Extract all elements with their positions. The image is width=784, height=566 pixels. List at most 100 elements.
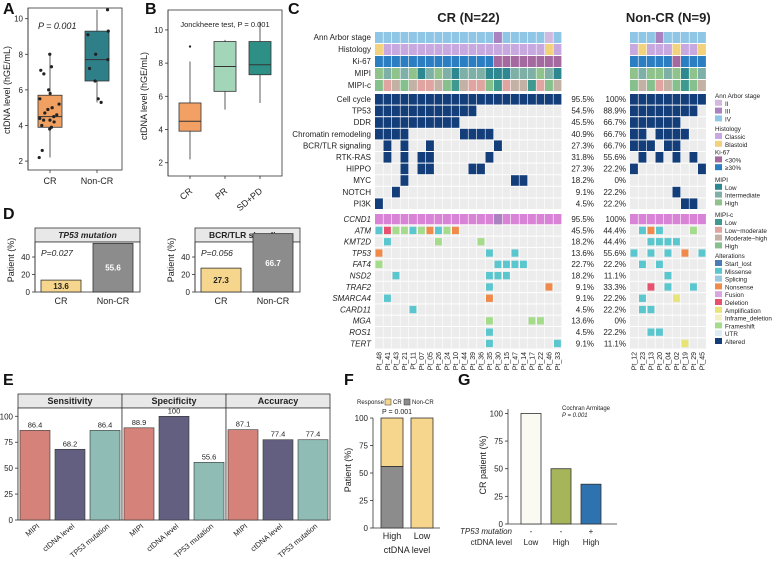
- pathway-cell: [468, 175, 477, 186]
- gene-cell: [647, 293, 655, 304]
- gene-cell: [400, 304, 409, 315]
- pathway-cell: [647, 152, 655, 163]
- pathway-cell: [681, 94, 689, 105]
- legend-swatch: [715, 115, 722, 122]
- pathway-cell: [426, 140, 434, 151]
- pathway-cell: [511, 152, 519, 163]
- gene-row-label: ROS1: [349, 328, 371, 337]
- a-y-tick-label: 6: [19, 86, 24, 95]
- legend-title: Ki-67: [715, 150, 730, 157]
- gene-cell: [528, 327, 536, 338]
- e-y-tick-label: 100: [0, 412, 14, 421]
- bar: [54, 448, 86, 521]
- data-point: [43, 111, 47, 115]
- gene-cell: [672, 304, 681, 315]
- gene-cell: [536, 236, 545, 247]
- gene-cell: [553, 236, 562, 247]
- row1-value: +: [589, 527, 594, 536]
- gene-cell: [400, 293, 409, 304]
- pathway-cell: [672, 140, 681, 151]
- p-value: P = 0.001: [382, 409, 412, 416]
- bar: [252, 233, 294, 293]
- gene-cell: [511, 315, 519, 326]
- pathway-cell: [383, 140, 392, 151]
- gene-cell: [417, 236, 426, 247]
- clinical-cell: [519, 44, 528, 55]
- pathway-cell: [698, 94, 706, 105]
- pathway-cell: [460, 117, 468, 128]
- pathway-cell: [681, 152, 689, 163]
- gene-cell: [417, 293, 426, 304]
- gene-cell: [655, 270, 664, 281]
- pathway-cell: [545, 128, 553, 140]
- gene-alteration: [486, 294, 493, 302]
- pathway-cell: [443, 186, 451, 198]
- pathway-row-label: Cell cycle: [337, 95, 372, 104]
- gene-cell: [511, 293, 519, 304]
- gene-alteration: [401, 226, 408, 235]
- clinical-cell: [698, 56, 706, 67]
- gene-cell: [681, 259, 689, 270]
- pathway-cell: [664, 140, 672, 151]
- legend-swatch: [715, 226, 722, 233]
- clinical-cell: [638, 68, 647, 79]
- gene-cell: [502, 225, 511, 236]
- clinical-cell: [468, 68, 477, 79]
- pathway-cell: [655, 198, 664, 209]
- g-y-tick-label: 25: [494, 492, 503, 501]
- gene-cell: [409, 281, 417, 293]
- gene-alteration: [511, 249, 519, 257]
- gene-alteration: [630, 249, 638, 257]
- gene-cell: [553, 259, 562, 270]
- legend-swatch: [715, 219, 722, 225]
- a-y-tick-label: 2: [19, 157, 24, 166]
- legend-label: Blastoid: [725, 142, 748, 149]
- pathway-cell: [443, 94, 451, 105]
- pathway-cell: [630, 94, 638, 105]
- gene-alteration: [698, 249, 706, 257]
- gene-cell: [460, 338, 468, 349]
- pathway-cell: [460, 105, 468, 117]
- pathway-cell: [630, 117, 638, 128]
- pathway-cell: [681, 186, 689, 198]
- pathway-cell: [485, 163, 494, 175]
- legend-label: High: [725, 200, 738, 207]
- pathway-cell: [698, 198, 706, 209]
- gene-alteration: [494, 214, 502, 225]
- pathway-cell: [664, 117, 672, 128]
- gene-alteration: [545, 283, 553, 291]
- pathway-cell: [647, 175, 655, 186]
- clinical-cell: [689, 68, 698, 79]
- gene-alteration: [503, 272, 510, 280]
- pathway-cell: [434, 198, 443, 209]
- clinical-cell: [434, 56, 443, 67]
- pathway-cell: [638, 128, 647, 140]
- row2-value: High: [583, 538, 599, 547]
- patient-id-label: Pt_20: [657, 352, 664, 370]
- y-axis-label: Patient (%): [166, 238, 176, 283]
- gene-cell: [681, 315, 689, 326]
- gene-cell: [443, 327, 451, 338]
- gene-cell: [460, 225, 468, 236]
- gene-cell: [681, 293, 689, 304]
- clinical-cell: [536, 44, 545, 55]
- pathway-cell: [511, 105, 519, 117]
- pathway-cell: [417, 94, 426, 105]
- clinical-cell: [672, 44, 681, 55]
- pathway-cell: [553, 128, 562, 140]
- gene-cell: [689, 236, 698, 247]
- clinical-cell: [536, 32, 545, 43]
- gene-cell: [443, 315, 451, 326]
- gene-pct-cr: 18.2%: [571, 238, 594, 247]
- gene-cell: [434, 270, 443, 281]
- clinical-cell: [664, 68, 672, 79]
- gene-alteration: [656, 238, 663, 246]
- gene-cell: [451, 315, 460, 326]
- gene-pct-cr: 22.7%: [571, 260, 594, 269]
- x-tick-label: CR: [55, 296, 68, 306]
- pathway-cell: [698, 163, 706, 175]
- f-y-tick-label: 50: [359, 469, 368, 478]
- gene-cell: [689, 214, 698, 225]
- gene-cell: [630, 338, 638, 349]
